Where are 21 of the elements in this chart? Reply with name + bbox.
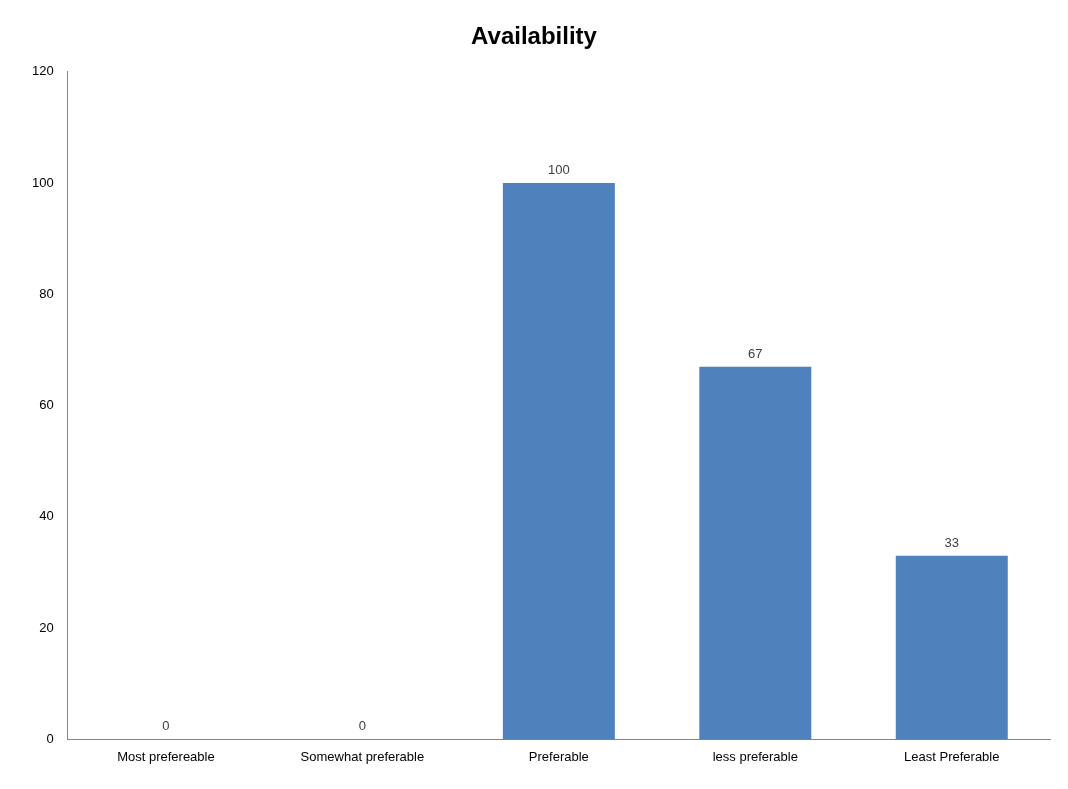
x-tick-label: Least Preferable <box>904 748 1000 764</box>
y-tick-label: 60 <box>39 397 54 413</box>
data-label: 0 <box>358 718 366 734</box>
y-tick-label: 40 <box>39 508 54 524</box>
x-tick-label: Preferable <box>528 748 589 764</box>
data-label: 0 <box>162 718 170 734</box>
y-tick-label: 80 <box>39 285 54 301</box>
data-label: 100 <box>547 162 570 178</box>
bar <box>895 555 1008 740</box>
y-tick-label: 120 <box>31 63 54 79</box>
bar <box>699 366 812 740</box>
x-tick-label: Somewhat preferable <box>300 748 425 764</box>
y-tick-label: 100 <box>31 174 54 190</box>
y-tick-label: 20 <box>39 619 54 635</box>
x-tick-label: Most prefereable <box>117 748 215 764</box>
data-label: 33 <box>944 534 959 550</box>
y-tick-label: 0 <box>46 730 54 746</box>
chart-title: Availability <box>471 22 598 50</box>
data-label: 67 <box>748 345 763 361</box>
bar <box>502 183 615 740</box>
x-tick-label: less preferable <box>712 748 798 764</box>
